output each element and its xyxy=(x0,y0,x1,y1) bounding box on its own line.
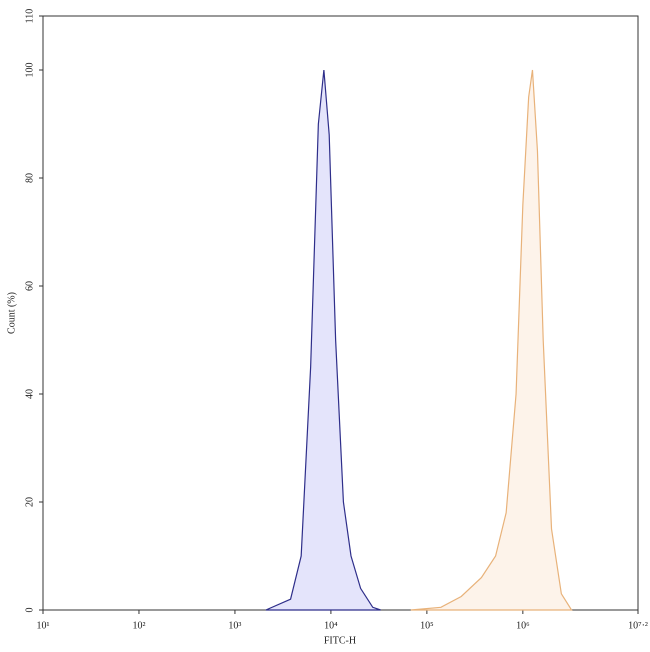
histogram-area xyxy=(265,69,381,611)
y-tick-label: 110 xyxy=(24,9,35,24)
x-tick-label: 10⁵ xyxy=(420,620,434,631)
x-tick-label: 10⁴ xyxy=(324,620,338,631)
y-tick-label: 0 xyxy=(24,608,35,613)
y-tick-label: 60 xyxy=(24,281,35,291)
y-axis-label: Count (%) xyxy=(6,292,17,334)
x-tick-label: 10⁶ xyxy=(516,620,530,631)
y-tick-label: 20 xyxy=(24,497,35,507)
y-tick-label: 40 xyxy=(24,389,35,399)
y-tick-label: 80 xyxy=(24,173,35,183)
x-tick-label: 10³ xyxy=(228,620,241,631)
x-axis-label: FITC-H xyxy=(324,635,356,646)
y-tick-label: 100 xyxy=(24,63,35,78)
x-tick-label: 10² xyxy=(132,620,145,631)
x-tick-label: 10¹ xyxy=(37,620,50,631)
histogram-area xyxy=(410,69,573,611)
x-tick-label: 10⁷·² xyxy=(628,620,648,631)
